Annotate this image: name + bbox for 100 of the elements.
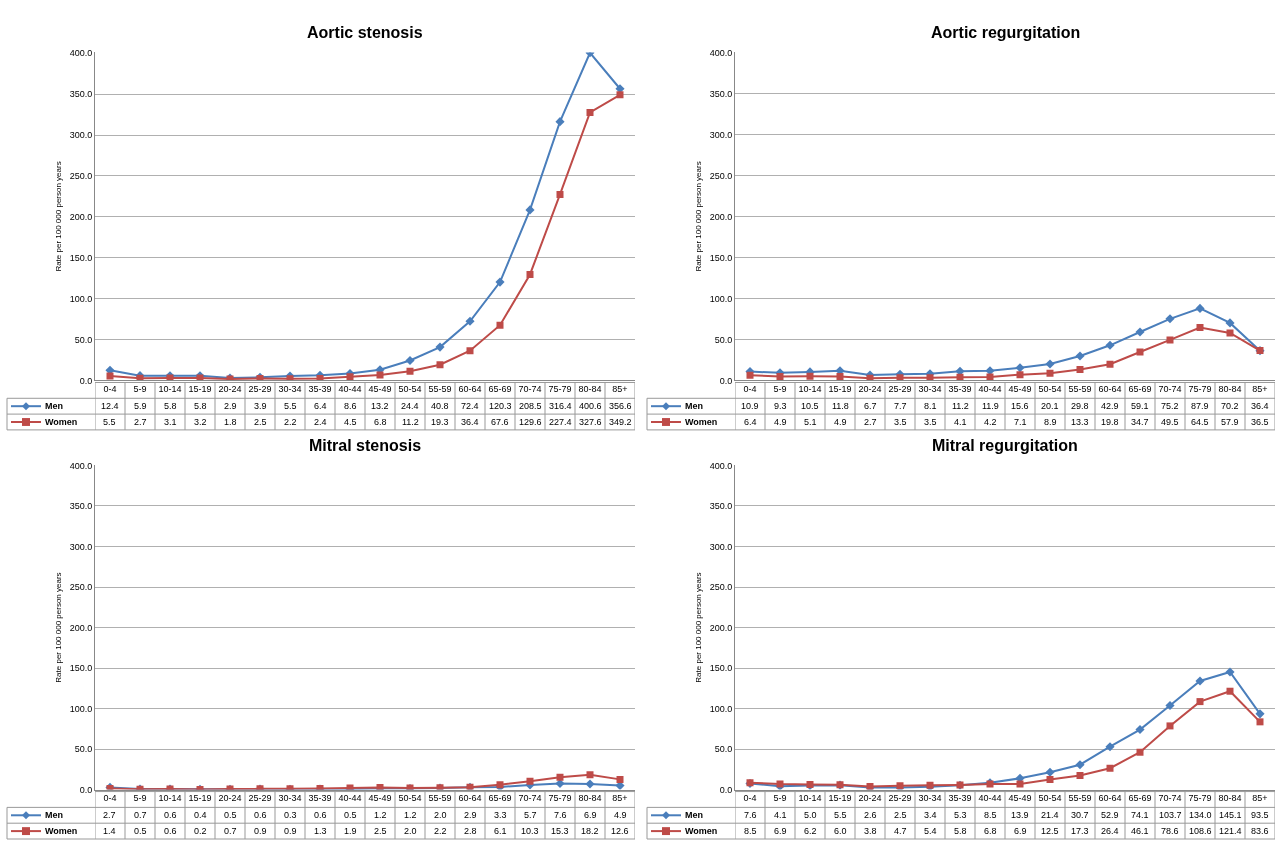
data-label: 1.8: [224, 417, 237, 427]
point: [436, 361, 444, 369]
data-label: 120.3: [489, 401, 512, 411]
point: [1105, 340, 1115, 350]
y-tick-label: 100.0: [709, 293, 733, 304]
x-tick-label: 70-74: [1158, 384, 1182, 395]
point: [1106, 764, 1114, 772]
y-tick-label: 350.0: [709, 88, 733, 99]
point: [435, 342, 445, 352]
data-label: 1.3: [314, 826, 327, 836]
data-label: 0.2: [194, 826, 207, 836]
x-tick-label: 30-34: [278, 384, 302, 395]
x-tick-label: 75-79: [1188, 793, 1212, 804]
x-tick-label: 30-34: [918, 384, 942, 395]
data-label: 2.7: [134, 417, 147, 427]
x-tick-label: 55-59: [1068, 384, 1092, 395]
legend-label: Women: [45, 826, 78, 836]
point: [1196, 698, 1204, 706]
data-label: 5.8: [194, 401, 207, 411]
point: [1106, 360, 1114, 368]
y-tick-label: 50.0: [714, 334, 733, 345]
data-label: 8.5: [744, 826, 757, 836]
x-tick-label: 65-69: [488, 793, 512, 804]
x-tick-label: 10-14: [158, 384, 182, 395]
data-label: 93.5: [1251, 810, 1269, 820]
point: [1226, 329, 1234, 337]
point: [1166, 336, 1174, 344]
y-tick-label: 200.0: [69, 212, 93, 223]
data-label: 0.6: [254, 810, 267, 820]
point: [1045, 767, 1055, 777]
data-label: 6.4: [314, 401, 327, 411]
x-tick-label: 15-19: [188, 793, 212, 804]
data-label: 19.8: [1101, 417, 1119, 427]
point: [1016, 371, 1024, 379]
data-label: 12.5: [1041, 826, 1059, 836]
x-tick-label: 60-64: [1098, 384, 1122, 395]
x-tick-label: 0-4: [743, 793, 757, 804]
data-label: 46.1: [1131, 826, 1149, 836]
y-axis-title: Rate per 100 000 person years: [694, 161, 704, 272]
data-label: 2.2: [434, 826, 447, 836]
point: [1075, 351, 1085, 361]
point: [1105, 742, 1115, 752]
data-label: 74.1: [1131, 810, 1149, 820]
data-label: 87.9: [1191, 401, 1209, 411]
point: [1256, 718, 1264, 726]
x-tick-label: 50-54: [398, 384, 422, 395]
x-tick-label: 50-54: [398, 793, 422, 804]
legend-label: Men: [45, 401, 63, 411]
x-tick-label: 60-64: [458, 793, 482, 804]
y-tick-label: 300.0: [69, 541, 93, 552]
point: [776, 372, 784, 380]
data-label: 327.6: [579, 417, 602, 427]
point: [1016, 780, 1024, 788]
y-tick-label: 50.0: [74, 334, 93, 345]
data-label: 3.2: [194, 417, 207, 427]
data-label: 2.5: [374, 826, 387, 836]
point: [616, 91, 624, 99]
y-tick-label: 150.0: [709, 252, 733, 263]
point: [586, 108, 594, 116]
data-label: 3.3: [494, 810, 507, 820]
point: [406, 367, 414, 375]
point: [1195, 676, 1205, 686]
data-label: 11.9: [982, 401, 999, 411]
x-tick-label: 25-29: [248, 793, 272, 804]
x-tick-label: 80-84: [1218, 384, 1242, 395]
x-tick-label: 20-24: [858, 384, 882, 395]
x-tick-label: 25-29: [888, 384, 912, 395]
data-label: 42.9: [1101, 401, 1119, 411]
data-label: 13.9: [1011, 810, 1029, 820]
data-label: 6.4: [744, 417, 757, 427]
data-label: 400.6: [579, 401, 602, 411]
data-label: 67.6: [491, 417, 509, 427]
x-tick-label: 35-39: [308, 793, 332, 804]
data-label: 0.5: [134, 826, 147, 836]
data-label: 134.0: [1189, 810, 1212, 820]
data-label: 121.4: [1219, 826, 1242, 836]
x-tick-label: 15-19: [828, 793, 852, 804]
data-label: 13.3: [1071, 417, 1089, 427]
data-label: 4.5: [344, 417, 357, 427]
y-tick-label: 150.0: [69, 663, 93, 674]
y-axis-title: Rate per 100 000 person years: [694, 572, 704, 683]
data-label: 4.1: [774, 810, 787, 820]
legend-label: Women: [685, 417, 718, 427]
point: [1135, 725, 1145, 735]
x-tick-label: 20-24: [218, 793, 242, 804]
legend-label: Men: [45, 810, 63, 820]
point: [376, 371, 384, 379]
x-tick-label: 10-14: [798, 384, 822, 395]
data-label: 3.9: [254, 401, 267, 411]
point: [1135, 327, 1145, 337]
data-label: 24.4: [401, 401, 419, 411]
data-label: 34.7: [1131, 417, 1149, 427]
data-label: 8.1: [924, 401, 937, 411]
point: [746, 371, 754, 379]
y-tick-label: 400.0: [709, 460, 733, 471]
point: [1196, 324, 1204, 332]
x-tick-label: 70-74: [518, 384, 542, 395]
x-tick-label: 40-44: [978, 793, 1002, 804]
data-label: 20.1: [1041, 401, 1059, 411]
data-label: 26.4: [1101, 826, 1119, 836]
